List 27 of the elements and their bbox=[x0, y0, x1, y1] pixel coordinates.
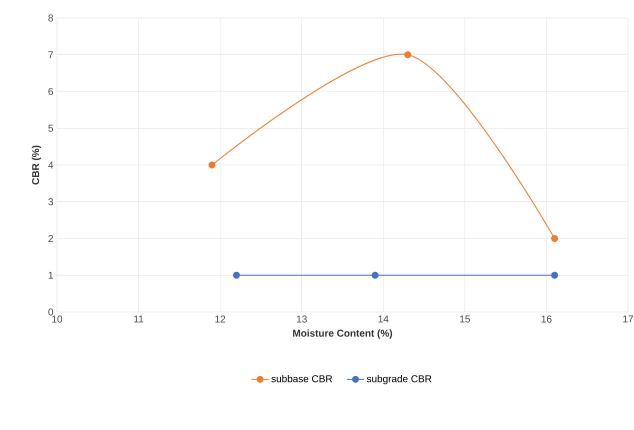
point bbox=[372, 272, 379, 279]
point bbox=[551, 235, 558, 242]
point bbox=[208, 162, 216, 168]
y-tick-label: 4 bbox=[48, 162, 54, 168]
point bbox=[232, 272, 240, 279]
x-tick-label: 17 bbox=[623, 316, 634, 322]
y-tick-label: 1 bbox=[48, 272, 54, 279]
point bbox=[404, 51, 412, 58]
x-axis-title: Moisture Content (%) bbox=[293, 329, 392, 339]
y-tick-label: 0 bbox=[48, 308, 54, 316]
y-tick-label: 8 bbox=[48, 14, 54, 22]
x-tick-label: 14 bbox=[378, 316, 389, 322]
y-tick-label: 7 bbox=[48, 51, 53, 58]
x-tick-label: 12 bbox=[215, 316, 226, 322]
x-tick-label: 15 bbox=[460, 316, 470, 322]
legend-label: subbase CBR bbox=[271, 374, 332, 382]
x-tick-label: 16 bbox=[542, 316, 552, 323]
y-tick-label: 2 bbox=[48, 235, 53, 242]
x-tick-label: 10 bbox=[52, 316, 62, 323]
y-tick-label: 3 bbox=[48, 198, 54, 206]
y-tick-label: 6 bbox=[48, 88, 54, 96]
legend-label: subgrade CBR bbox=[366, 374, 432, 384]
x-tick-label: 11 bbox=[134, 316, 144, 322]
y-axis-title: CBR (%) bbox=[32, 146, 42, 185]
y-tick-label: 5 bbox=[48, 124, 54, 132]
x-tick-label: 13 bbox=[296, 316, 307, 323]
point bbox=[551, 272, 558, 279]
